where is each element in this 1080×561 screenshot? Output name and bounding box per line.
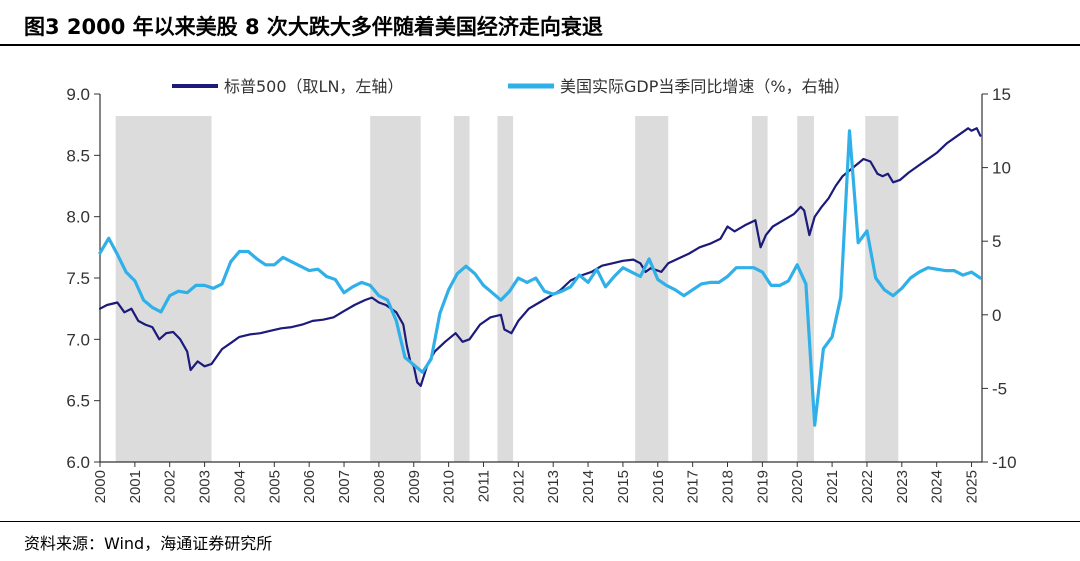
x-tick-label: 2017 [685,470,702,503]
shaded-period-1 [370,116,421,462]
x-tick-label: 2022 [859,470,876,503]
figure-title: 图3 2000 年以来美股 8 次大跌大多伴随着美国经济走向衰退 [24,15,603,39]
x-tick-label: 2019 [754,470,771,503]
x-tick-label: 2013 [545,470,562,503]
x-tick-label: 2016 [650,470,667,503]
legend-label-sp500: 标普500（取LN，左轴） [224,77,403,96]
right-tick-label: -10 [992,453,1017,472]
x-tick-label: 2018 [720,470,737,503]
right-tick-label: 0 [992,306,1001,325]
footer-divider [0,521,1080,522]
shaded-period-3 [497,116,514,462]
x-tick-label: 2003 [197,470,214,503]
shaded-period-0 [115,116,212,462]
shaded-period-7 [865,116,899,462]
left-tick-label: 7.5 [66,269,90,288]
figure-title-bar: 图3 2000 年以来美股 8 次大跌大多伴随着美国经济走向衰退 [0,0,1080,46]
shaded-period-2 [453,116,470,462]
x-tick-label: 2010 [441,470,458,503]
x-tick-label: 2015 [615,470,632,503]
x-tick-label: 2001 [127,470,144,503]
left-tick-label: 8.5 [66,146,90,165]
x-tick-label: 2009 [406,470,423,503]
shaded-period-5 [751,116,768,462]
right-tick-label: 15 [992,85,1011,104]
x-tick-label: 2007 [336,470,353,503]
x-tick-label: 2011 [475,470,492,502]
x-tick-label: 2025 [964,470,981,503]
x-tick-label: 2012 [510,470,527,503]
x-tick-label: 2021 [824,470,841,503]
series-line-gdp [98,129,982,427]
source-note: 资料来源：Wind，海通证券研究所 [24,534,273,553]
x-tick-label: 2002 [162,470,179,503]
right-tick-label: -5 [992,379,1007,398]
left-tick-label: 8.0 [66,208,90,227]
x-tick-label: 2008 [371,470,388,503]
left-tick-label: 6.5 [66,392,90,411]
x-tick-label: 2005 [266,470,283,503]
x-tick-label: 2014 [580,470,597,503]
shaded-period-4 [635,116,669,462]
x-tick-label: 2023 [894,470,911,503]
x-tick-label: 2006 [301,470,318,503]
series-line-sp500 [98,127,982,387]
x-tick-label: 2000 [92,470,109,503]
chart: 6.0 6.5 7.0 7.5 8.0 8.5 9.0 -10 -5 0 5 10 15 2000 2001… [66,77,1017,503]
left-tick-label: 7.0 [66,330,90,349]
x-tick-label: 2004 [231,470,248,503]
left-tick-label: 9.0 [66,85,90,104]
right-tick-label: 10 [992,159,1011,178]
left-tick-label: 6.0 [66,453,90,472]
x-tick-label: 2024 [929,470,946,503]
x-tick-label: 2020 [789,470,806,503]
legend-label-gdp: 美国实际GDP当季同比增速（%，右轴） [560,77,850,96]
right-tick-label: 5 [992,232,1001,251]
